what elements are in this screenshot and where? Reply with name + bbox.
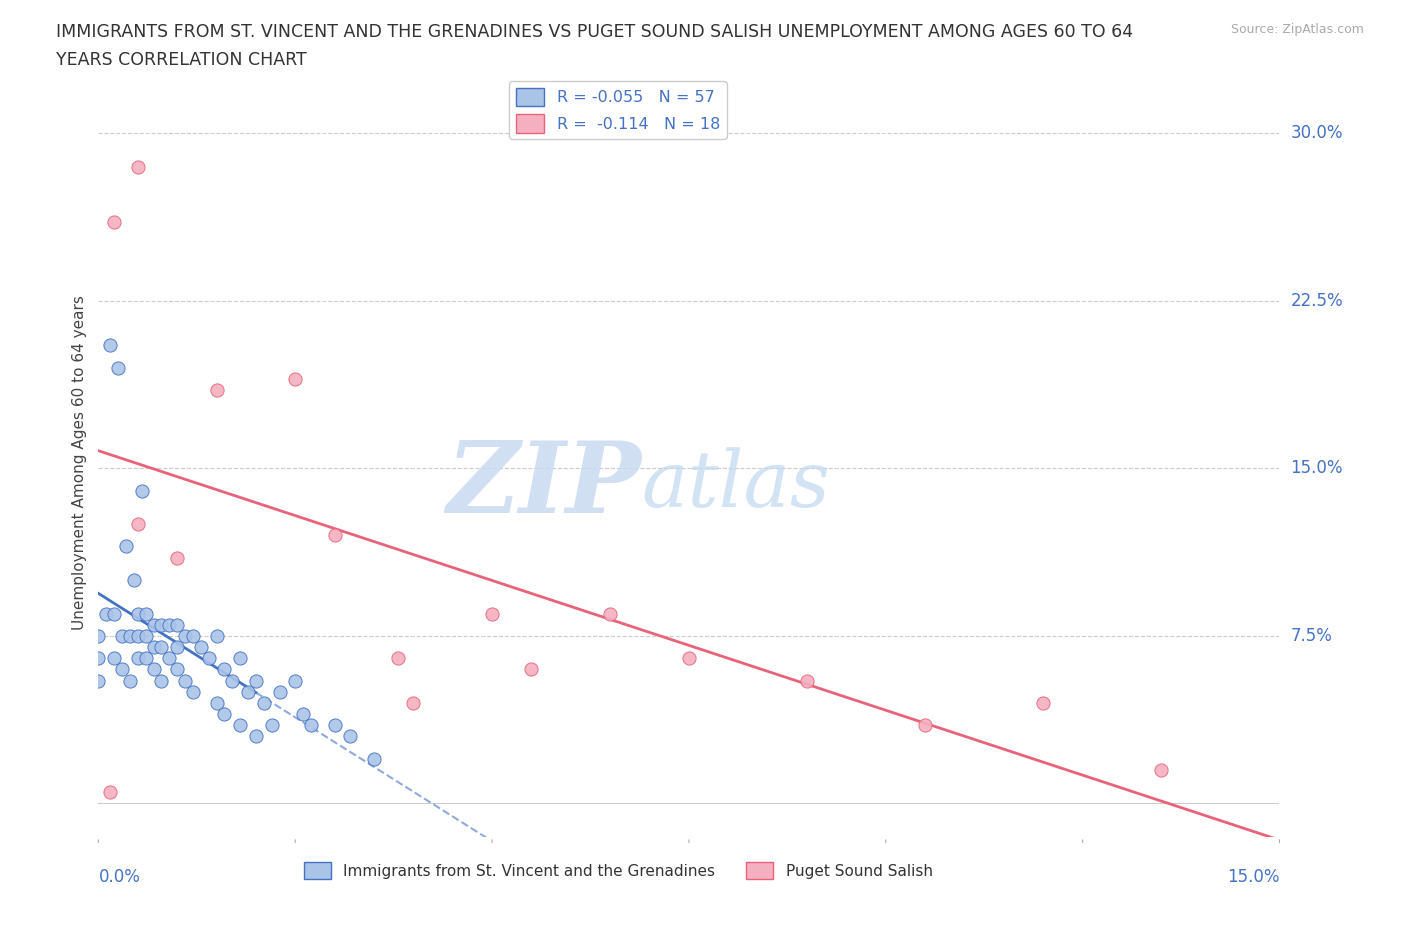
Point [229,718,252,733]
Point [157,651,180,666]
Text: 0.0%: 0.0% [98,868,141,885]
Point [245,673,267,688]
Point [166,618,188,632]
Point [103,651,125,666]
Point [269,684,291,699]
Point [1150,763,1173,777]
Point [150,618,173,632]
Point [166,640,188,655]
Point [107,360,129,375]
Point [98,338,121,352]
Point [284,673,307,688]
Text: ZIP: ZIP [447,437,641,534]
Point [166,662,188,677]
Point [127,606,149,621]
Text: IMMIGRANTS FROM ST. VINCENT AND THE GRENADINES VS PUGET SOUND SALISH UNEMPLOYMEN: IMMIGRANTS FROM ST. VINCENT AND THE GREN… [56,23,1133,41]
Point [142,640,165,655]
Point [174,629,197,644]
Point [122,573,145,588]
Point [115,539,138,554]
Point [131,484,153,498]
Point [166,551,188,565]
Text: 15.0%: 15.0% [1291,459,1343,477]
Point [520,662,543,677]
Point [260,718,283,733]
Point [181,684,204,699]
Point [127,517,149,532]
Point [299,718,322,733]
Point [135,629,157,644]
Point [1032,696,1054,711]
Point [402,696,425,711]
Text: YEARS CORRELATION CHART: YEARS CORRELATION CHART [56,51,307,69]
Point [118,673,141,688]
Point [236,684,259,699]
Point [157,618,180,632]
Point [214,707,236,722]
Point [292,707,315,722]
Point [150,640,173,655]
Point [253,696,276,711]
Legend: Immigrants from St. Vincent and the Grenadines, Puget Sound Salish: Immigrants from St. Vincent and the Gren… [298,856,939,885]
Point [197,651,219,666]
Point [481,606,503,621]
Point [284,371,307,386]
Text: 30.0%: 30.0% [1291,124,1343,142]
Y-axis label: Unemployment Among Ages 60 to 64 years: Unemployment Among Ages 60 to 64 years [72,295,87,631]
Point [323,718,346,733]
Point [914,718,936,733]
Point [127,629,149,644]
Point [135,606,157,621]
Point [205,382,228,397]
Point [678,651,700,666]
Point [118,629,141,644]
Text: Source: ZipAtlas.com: Source: ZipAtlas.com [1230,23,1364,36]
Point [221,673,243,688]
Point [111,629,134,644]
Point [214,662,236,677]
Point [181,629,204,644]
Point [205,696,228,711]
Point [111,662,134,677]
Point [127,159,149,174]
Point [339,729,361,744]
Point [229,651,252,666]
Point [150,673,173,688]
Point [87,629,110,644]
Point [142,618,165,632]
Text: 22.5%: 22.5% [1291,292,1343,310]
Point [127,651,149,666]
Point [174,673,197,688]
Point [96,606,118,621]
Point [142,662,165,677]
Point [205,629,228,644]
Point [387,651,409,666]
Point [796,673,818,688]
Text: atlas: atlas [641,447,831,524]
Text: 7.5%: 7.5% [1291,627,1333,644]
Point [103,215,125,230]
Point [323,528,346,543]
Point [87,673,110,688]
Point [190,640,212,655]
Point [245,729,267,744]
Point [103,606,125,621]
Point [135,651,157,666]
Point [363,751,385,766]
Point [87,651,110,666]
Point [98,785,121,800]
Point [599,606,621,621]
Text: 15.0%: 15.0% [1227,868,1279,885]
